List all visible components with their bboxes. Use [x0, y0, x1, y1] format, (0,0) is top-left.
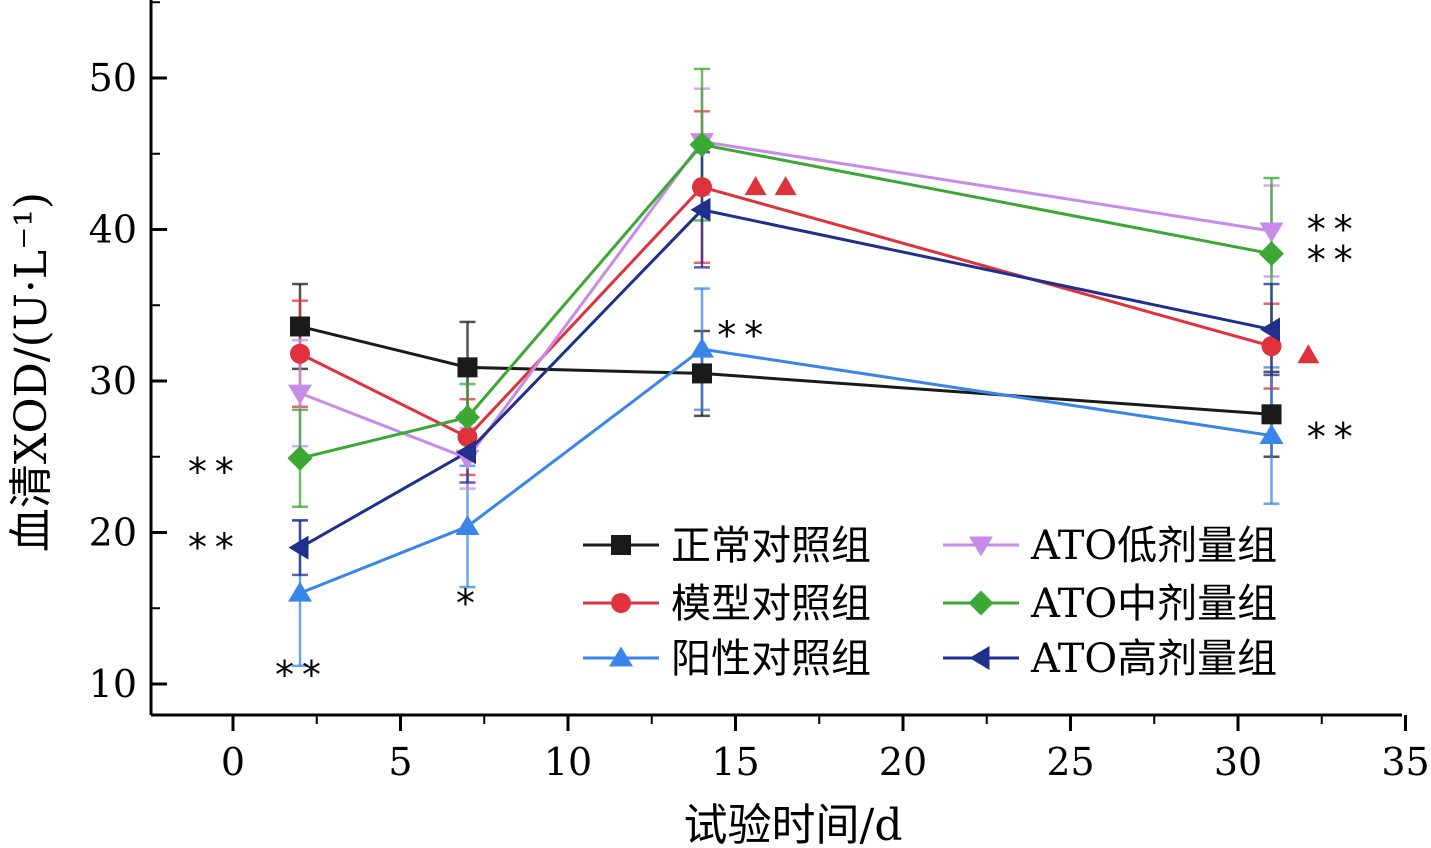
legend-marker	[968, 590, 994, 616]
x-tick-label: 15	[711, 740, 759, 784]
data-point	[1259, 241, 1284, 267]
x-tick-label: 25	[1046, 740, 1094, 784]
y-tick-label: 30	[89, 359, 137, 403]
series-markers	[287, 132, 1284, 602]
series-line	[299, 347, 1272, 595]
data-point	[692, 177, 712, 198]
data-point	[1261, 336, 1282, 357]
annotation-stars: **	[1305, 415, 1359, 459]
data-point	[290, 316, 310, 337]
data-point	[1260, 317, 1280, 342]
annotation-stars: *	[454, 582, 481, 626]
data-point	[456, 440, 476, 465]
x-tick-label: 30	[1214, 740, 1262, 784]
annotation-triangle	[744, 176, 767, 196]
annotation-stars: **	[1305, 238, 1359, 282]
y-axis-ticks: 10 20 30 40 50	[89, 1, 167, 706]
data-point	[1261, 404, 1282, 425]
data-point	[455, 514, 480, 535]
legend-marker	[609, 646, 633, 667]
data-point	[288, 581, 312, 602]
series-line	[299, 208, 1272, 549]
data-point	[690, 337, 714, 358]
data-point	[457, 357, 478, 378]
y-tick-label: 40	[89, 208, 137, 252]
data-point	[1259, 424, 1284, 445]
series-line	[299, 143, 1272, 460]
annotation-stars: **	[715, 314, 769, 358]
legend-marker	[611, 593, 631, 613]
legend-label: ATO低剂量组	[1030, 523, 1277, 569]
annotation-stars: **	[186, 450, 240, 494]
data-point	[690, 197, 711, 222]
data-point	[287, 445, 313, 471]
series-lines	[299, 140, 1272, 595]
series-line	[299, 325, 1272, 416]
legend-marker	[969, 646, 990, 670]
legend-label: 阳性对照组	[671, 636, 871, 682]
annotation-triangle	[1297, 344, 1320, 364]
legend-label: ATO中剂量组	[1030, 581, 1277, 627]
legend-label: 模型对照组	[671, 581, 871, 627]
y-tick-label: 50	[89, 56, 137, 100]
legend-label: ATO高剂量组	[1030, 636, 1277, 682]
x-tick-label: 0	[221, 740, 245, 784]
x-tick-label: 10	[544, 740, 592, 784]
data-point	[689, 132, 715, 158]
series-line	[299, 140, 1272, 461]
legend-marker	[969, 536, 993, 557]
annotation-triangle	[774, 176, 797, 196]
annotation-stars: **	[1305, 208, 1359, 252]
data-point	[1259, 222, 1284, 243]
x-axis-title: 试验时间/d	[684, 800, 903, 848]
data-point	[455, 404, 480, 430]
annotation-stars: **	[186, 526, 240, 570]
y-tick-label: 20	[89, 511, 137, 555]
x-tick-label: 35	[1381, 740, 1429, 784]
y-tick-label: 10	[89, 662, 137, 706]
data-point	[288, 535, 309, 560]
x-tick-label: 5	[388, 740, 412, 784]
error-bars	[292, 67, 1280, 668]
legend-label: 正常对照组	[671, 523, 871, 569]
y-axis-title: 血清XOD/(U·L⁻¹)	[6, 192, 57, 552]
data-point	[457, 427, 478, 448]
legend-marker	[611, 535, 631, 555]
series-line	[299, 185, 1272, 439]
data-point	[692, 363, 712, 384]
annotation-stars: **	[273, 653, 327, 697]
data-point	[290, 343, 310, 364]
data-point	[288, 384, 312, 405]
x-axis-ticks: 0 5 10 15 20 25 30 35	[221, 715, 1430, 784]
x-tick-label: 20	[879, 740, 927, 784]
significance-annotations: ***************	[186, 176, 1359, 697]
